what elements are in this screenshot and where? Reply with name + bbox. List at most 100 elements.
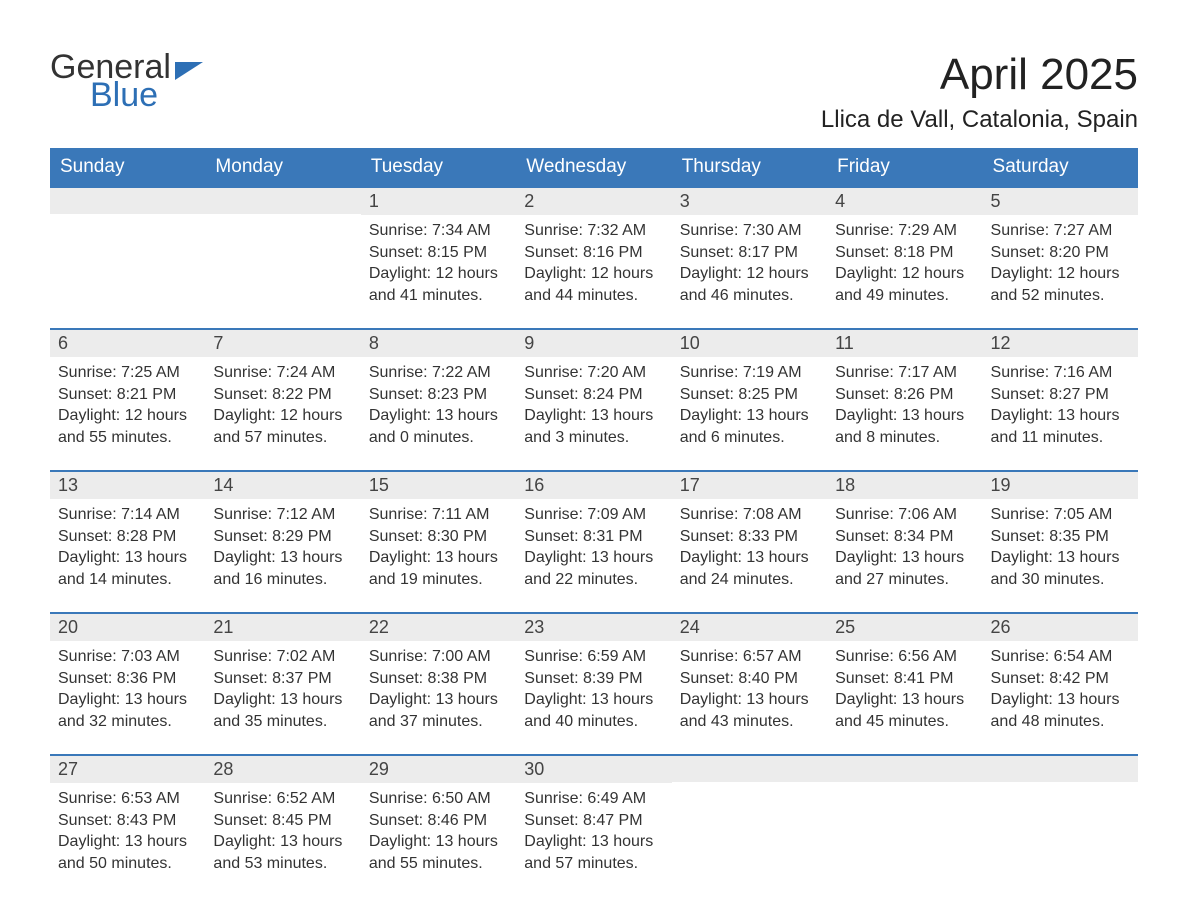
sunrise-line: Sunrise: 7:02 AM	[213, 646, 354, 668]
sunset-value: 8:27 PM	[1049, 386, 1109, 403]
day-number: 2	[516, 188, 671, 215]
sunrise-label: Sunrise:	[213, 648, 276, 665]
and-word: and	[213, 855, 244, 872]
sunrise-label: Sunrise:	[524, 222, 587, 239]
sunset-line: Sunset: 8:45 PM	[213, 810, 354, 832]
sunrise-label: Sunrise:	[369, 222, 432, 239]
sunset-label: Sunset:	[524, 244, 583, 261]
weekday-header: Tuesday	[361, 148, 516, 188]
daylight-hours: 13	[591, 833, 609, 850]
day-details: Sunrise: 7:30 AMSunset: 8:17 PMDaylight:…	[672, 215, 827, 306]
sunrise-value: 7:17 AM	[898, 364, 957, 381]
daylight-line: Daylight: 13 hours	[524, 831, 665, 853]
sunset-line: Sunset: 8:27 PM	[991, 384, 1132, 406]
day-number: 13	[50, 472, 205, 499]
daylight-hours: 13	[902, 407, 920, 424]
sunset-line: Sunset: 8:28 PM	[58, 526, 199, 548]
and-word: and	[524, 713, 555, 730]
sunrise-line: Sunrise: 6:53 AM	[58, 788, 199, 810]
day-number: 1	[361, 188, 516, 215]
daylight-line: Daylight: 13 hours	[369, 689, 510, 711]
and-word: and	[680, 571, 711, 588]
daylight-hours: 12	[436, 265, 454, 282]
calendar-day-empty	[50, 188, 205, 328]
day-number: 16	[516, 472, 671, 499]
daylight-line-2: and 55 minutes.	[369, 853, 510, 875]
hours-word: hours	[298, 549, 342, 566]
daylight-line: Daylight: 12 hours	[835, 263, 976, 285]
day-number: 18	[827, 472, 982, 499]
sunrise-line: Sunrise: 7:12 AM	[213, 504, 354, 526]
day-number: 7	[205, 330, 360, 357]
sunset-label: Sunset:	[835, 528, 894, 545]
calendar-day: 28Sunrise: 6:52 AMSunset: 8:45 PMDayligh…	[205, 756, 360, 896]
sunset-value: 8:38 PM	[428, 670, 488, 687]
and-word: and	[524, 571, 555, 588]
sunset-line: Sunset: 8:38 PM	[369, 668, 510, 690]
daylight-minutes: 40	[555, 713, 573, 730]
sunrise-line: Sunrise: 6:57 AM	[680, 646, 821, 668]
daylight-line-2: and 32 minutes.	[58, 711, 199, 733]
daylight-line-2: and 53 minutes.	[213, 853, 354, 875]
sunset-line: Sunset: 8:20 PM	[991, 242, 1132, 264]
sunrise-label: Sunrise:	[835, 222, 898, 239]
sunset-label: Sunset:	[835, 386, 894, 403]
daylight-line: Daylight: 12 hours	[524, 263, 665, 285]
calendar-day: 11Sunrise: 7:17 AMSunset: 8:26 PMDayligh…	[827, 330, 982, 470]
sunrise-line: Sunrise: 6:56 AM	[835, 646, 976, 668]
sunset-label: Sunset:	[991, 528, 1050, 545]
day-number: 22	[361, 614, 516, 641]
day-details: Sunrise: 7:22 AMSunset: 8:23 PMDaylight:…	[361, 357, 516, 448]
sunset-label: Sunset:	[369, 812, 428, 829]
hours-word: hours	[764, 265, 808, 282]
sunset-label: Sunset:	[58, 670, 117, 687]
sunset-value: 8:47 PM	[583, 812, 643, 829]
daylight-minutes: 14	[89, 571, 107, 588]
sunrise-label: Sunrise:	[680, 364, 743, 381]
sunset-value: 8:18 PM	[894, 244, 954, 261]
hours-word: hours	[609, 265, 653, 282]
daylight-label: Daylight:	[58, 833, 125, 850]
and-word: and	[991, 571, 1022, 588]
daylight-line: Daylight: 12 hours	[58, 405, 199, 427]
calendar-day: 2Sunrise: 7:32 AMSunset: 8:16 PMDaylight…	[516, 188, 671, 328]
sunrise-line: Sunrise: 7:30 AM	[680, 220, 821, 242]
daylight-line: Daylight: 12 hours	[680, 263, 821, 285]
sunset-line: Sunset: 8:18 PM	[835, 242, 976, 264]
day-number: 6	[50, 330, 205, 357]
sunrise-label: Sunrise:	[524, 364, 587, 381]
sunrise-value: 7:29 AM	[898, 222, 957, 239]
day-details: Sunrise: 7:24 AMSunset: 8:22 PMDaylight:…	[205, 357, 360, 448]
sunrise-line: Sunrise: 7:09 AM	[524, 504, 665, 526]
sunrise-value: 6:56 AM	[898, 648, 957, 665]
hours-word: hours	[143, 407, 187, 424]
sunrise-label: Sunrise:	[991, 364, 1054, 381]
day-number: 17	[672, 472, 827, 499]
sunrise-label: Sunrise:	[835, 506, 898, 523]
daylight-minutes: 0	[400, 429, 409, 446]
and-word: and	[58, 429, 89, 446]
daylight-label: Daylight:	[369, 691, 436, 708]
hours-word: hours	[764, 691, 808, 708]
daylight-line-2: and 22 minutes.	[524, 569, 665, 591]
daylight-hours: 12	[125, 407, 143, 424]
and-word: and	[991, 713, 1022, 730]
day-details: Sunrise: 7:12 AMSunset: 8:29 PMDaylight:…	[205, 499, 360, 590]
sunrise-line: Sunrise: 7:27 AM	[991, 220, 1132, 242]
daylight-label: Daylight:	[58, 691, 125, 708]
sunset-label: Sunset:	[213, 812, 272, 829]
daylight-line-2: and 24 minutes.	[680, 569, 821, 591]
day-details: Sunrise: 7:17 AMSunset: 8:26 PMDaylight:…	[827, 357, 982, 448]
sunset-label: Sunset:	[369, 244, 428, 261]
sunset-label: Sunset:	[680, 386, 739, 403]
sunrise-line: Sunrise: 7:34 AM	[369, 220, 510, 242]
and-word: and	[58, 855, 89, 872]
minutes-word: minutes.	[573, 713, 638, 730]
daylight-hours: 13	[436, 407, 454, 424]
and-word: and	[58, 713, 89, 730]
sunrise-value: 7:11 AM	[432, 506, 490, 523]
calendar: SundayMondayTuesdayWednesdayThursdayFrid…	[50, 148, 1138, 896]
sunset-label: Sunset:	[835, 670, 894, 687]
and-word: and	[835, 571, 866, 588]
calendar-week: 6Sunrise: 7:25 AMSunset: 8:21 PMDaylight…	[50, 328, 1138, 470]
